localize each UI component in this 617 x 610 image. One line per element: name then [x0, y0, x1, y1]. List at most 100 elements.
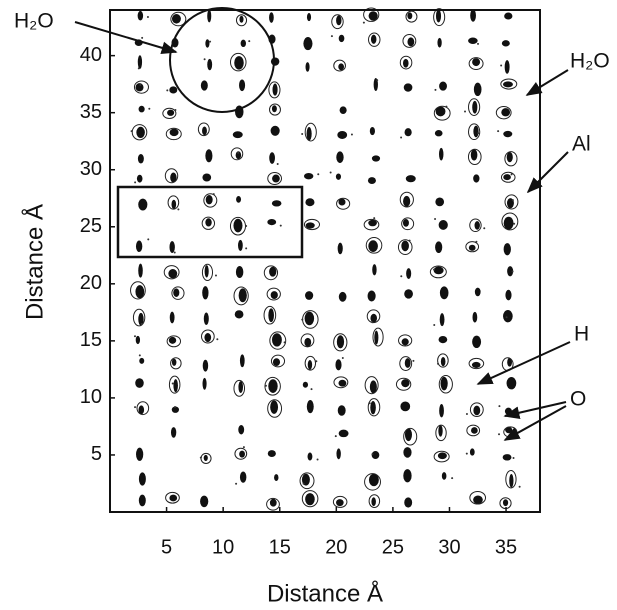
spot — [240, 39, 246, 48]
spot — [437, 452, 447, 460]
spot — [139, 357, 145, 364]
spot — [169, 128, 179, 137]
spot — [470, 9, 476, 22]
spot — [200, 495, 209, 508]
spot — [305, 222, 315, 229]
speck — [330, 35, 333, 38]
spot — [336, 448, 341, 460]
contour — [165, 127, 182, 141]
spot — [503, 130, 513, 138]
spot — [368, 473, 379, 487]
speck — [341, 357, 344, 360]
spot — [373, 77, 378, 92]
arrow — [74, 21, 178, 55]
spot — [205, 39, 210, 48]
spot — [368, 11, 378, 21]
speck — [512, 457, 515, 460]
speck — [216, 338, 219, 341]
spot — [304, 172, 314, 180]
speck — [276, 162, 279, 165]
plot-frame — [109, 9, 541, 513]
speck — [497, 130, 500, 133]
contour — [164, 168, 179, 184]
contour — [368, 32, 381, 47]
contour — [197, 122, 210, 137]
spot — [405, 175, 416, 183]
speck — [171, 382, 174, 385]
y-tick-label: 5 — [91, 443, 102, 465]
spot — [472, 58, 481, 67]
spot — [404, 497, 413, 508]
speck — [174, 406, 177, 409]
contour — [333, 376, 349, 389]
spot — [304, 311, 315, 326]
contour — [365, 237, 383, 254]
spot — [137, 10, 144, 21]
speck — [141, 36, 144, 39]
contour — [333, 333, 348, 352]
contour — [469, 490, 487, 505]
spot — [504, 60, 510, 74]
spot — [403, 58, 409, 68]
contour — [230, 147, 244, 161]
spot — [137, 153, 144, 164]
spot — [336, 151, 344, 164]
contour — [500, 78, 518, 90]
contour — [201, 329, 215, 344]
spot — [473, 495, 483, 505]
spot — [337, 242, 343, 255]
contour — [264, 376, 281, 396]
contour — [168, 375, 181, 394]
spot — [170, 427, 177, 438]
spot — [168, 336, 177, 344]
spot — [269, 266, 277, 277]
spot — [238, 424, 245, 435]
speck — [483, 227, 486, 230]
spot — [506, 377, 517, 390]
spot — [272, 83, 278, 96]
speck — [279, 224, 282, 227]
spot — [270, 57, 280, 66]
contour — [364, 376, 379, 395]
spot — [439, 286, 449, 300]
spot — [403, 83, 413, 92]
speck — [237, 151, 240, 154]
spot — [138, 494, 146, 507]
x-tick-label: 15 — [269, 536, 291, 558]
arrow — [503, 401, 567, 420]
spot — [138, 472, 146, 486]
spot — [369, 126, 375, 136]
spot — [205, 194, 213, 205]
spot — [305, 493, 315, 506]
contour — [132, 308, 146, 327]
x-axis-title: Distance Å — [267, 579, 383, 607]
spot — [171, 14, 181, 24]
spot — [269, 12, 274, 23]
contour — [403, 427, 418, 446]
spot — [506, 151, 513, 163]
speck — [477, 42, 480, 45]
spot — [435, 106, 446, 117]
spot — [234, 310, 244, 319]
spot — [270, 291, 278, 299]
contour — [131, 124, 148, 141]
contour — [438, 375, 453, 394]
spot — [472, 335, 482, 349]
spot — [238, 239, 243, 251]
contour — [235, 14, 248, 27]
spot — [469, 448, 475, 456]
spot — [435, 197, 445, 207]
spot — [138, 105, 145, 113]
spot — [473, 125, 479, 138]
speck — [317, 173, 320, 176]
spot — [202, 286, 209, 300]
speck — [465, 413, 468, 416]
spot — [138, 405, 145, 415]
contour — [201, 216, 216, 230]
spot — [370, 313, 378, 323]
x-tick-label: 30 — [438, 536, 460, 558]
contour — [363, 7, 380, 22]
contour — [268, 81, 281, 99]
contour — [505, 469, 517, 489]
spot — [471, 427, 478, 434]
